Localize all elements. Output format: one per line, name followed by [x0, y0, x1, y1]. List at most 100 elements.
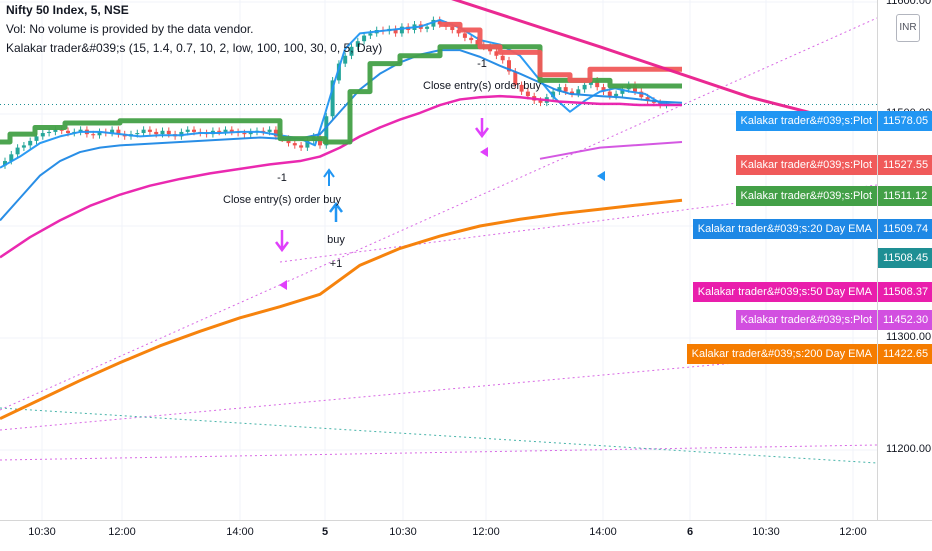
order-markers — [275, 118, 605, 290]
time-tick-label: 14:00 — [226, 526, 254, 538]
series-value-badge: 11527.55 — [878, 155, 932, 175]
candle-body — [582, 84, 587, 90]
candle-body — [607, 91, 612, 97]
candle-body — [525, 91, 530, 97]
series-name-badge: Kalakar trader&#039;s:Plot — [735, 310, 877, 330]
candle-body — [519, 84, 524, 92]
candle-body — [437, 19, 442, 25]
series-ema200 — [0, 198, 683, 420]
series-ema20 — [0, 49, 683, 222]
currency-button[interactable]: INR — [896, 14, 920, 42]
series-name-badge: Kalakar trader&#039;s:Plot — [735, 186, 877, 206]
time-tick-label: 14:00 — [589, 526, 617, 538]
candle-body — [343, 55, 348, 64]
candle-body — [500, 55, 505, 61]
candle-body — [645, 97, 650, 101]
exit-marker — [480, 147, 488, 157]
candle-body — [576, 89, 581, 94]
series-trendline — [451, 0, 878, 132]
candle-body — [330, 80, 335, 117]
candle-body — [601, 87, 606, 92]
sell-arrow-marker — [275, 230, 289, 253]
candle-body — [614, 93, 619, 97]
symbol-title[interactable]: Nifty 50 Index, 5, NSE — [6, 3, 129, 17]
candle-body — [223, 129, 228, 132]
candle-body — [431, 19, 436, 27]
candle-body — [21, 145, 26, 148]
series-value-badge: 11508.37 — [878, 282, 932, 302]
candle-body — [620, 89, 625, 94]
candle-body — [261, 130, 266, 132]
time-tick-label: 10:30 — [389, 526, 417, 538]
candle-body — [595, 80, 600, 88]
candle-body — [551, 91, 556, 98]
annotation-plus-one: +1 — [329, 258, 343, 270]
chart-grid — [0, 0, 877, 520]
candle-body — [393, 28, 398, 34]
series-ema50 — [0, 94, 682, 259]
volume-note: Vol: No volume is provided by the data v… — [6, 22, 254, 36]
strategy-legend[interactable]: Kalakar trader&#039;s (15, 1.4, 0.7, 10,… — [6, 41, 383, 55]
candle-body — [3, 161, 7, 166]
series-name-badge: Kalakar trader&#039;s:20 Day EMA — [692, 219, 877, 239]
buy-arrow-marker — [329, 201, 343, 222]
candle-body — [91, 134, 96, 136]
candle-body — [513, 71, 518, 85]
candle-body — [399, 26, 404, 34]
price-tick-label: 11300.00 — [886, 331, 932, 343]
candle-body — [34, 136, 39, 141]
candle-body — [229, 129, 234, 132]
price-tick-label: 11600.00 — [886, 0, 932, 7]
series-name-badge: Kalakar trader&#039;s:Plot — [735, 155, 877, 175]
candle-body — [507, 60, 511, 72]
candle-body — [299, 145, 304, 148]
time-tick-label: 10:30 — [28, 526, 56, 538]
dotted-ray — [0, 407, 878, 464]
annotation-close-entry: Close entry(s) order buy — [423, 80, 541, 92]
candle-body — [59, 129, 64, 131]
series-value-badge: 11422.65 — [878, 344, 932, 364]
candle-body — [97, 131, 102, 136]
candle-body — [570, 91, 574, 94]
series-value-badge: 11452.30 — [878, 310, 932, 330]
candle-body — [557, 87, 562, 92]
series-value-badge: 11509.74 — [878, 219, 932, 239]
dotted-ray — [0, 17, 878, 411]
candle-body — [538, 100, 543, 103]
candle-body — [135, 133, 140, 135]
series-name-badge: Kalakar trader&#039;s:200 Day EMA — [686, 344, 877, 364]
candle-body — [324, 116, 329, 146]
annotation-minus-one: -1 — [277, 172, 287, 184]
candle-body — [305, 140, 310, 148]
candle-body — [166, 130, 171, 135]
candle-body — [154, 131, 159, 135]
candle-body — [47, 131, 52, 134]
time-tick-label: 6 — [686, 526, 694, 538]
candle-body — [450, 26, 455, 30]
time-tick-label: 12:00 — [839, 526, 867, 538]
candle-body — [639, 91, 644, 98]
candle-body — [185, 129, 190, 132]
time-tick-label: 5 — [321, 526, 329, 538]
candle-body — [116, 129, 121, 135]
series-value-badge: 11511.12 — [878, 186, 932, 206]
annotation-buy: buy — [327, 234, 345, 246]
candle-body — [292, 143, 297, 146]
candle-body — [425, 26, 430, 29]
price-tick-label: 11200.00 — [886, 443, 932, 455]
candle-body — [217, 130, 222, 132]
candle-body — [494, 51, 499, 56]
annotation-close-entry: Close entry(s) order buy — [223, 194, 341, 206]
exit-marker — [597, 171, 605, 181]
indicator-series — [0, 0, 878, 420]
series-plot_green — [0, 44, 682, 145]
time-tick-label: 12:00 — [472, 526, 500, 538]
time-axis[interactable] — [0, 520, 932, 551]
series-plot_violet — [539, 141, 683, 160]
candle-body — [9, 154, 14, 162]
dotted-ray — [0, 444, 878, 461]
candle-body — [462, 33, 467, 38]
candle-body — [160, 130, 165, 135]
candle-body — [15, 147, 20, 155]
